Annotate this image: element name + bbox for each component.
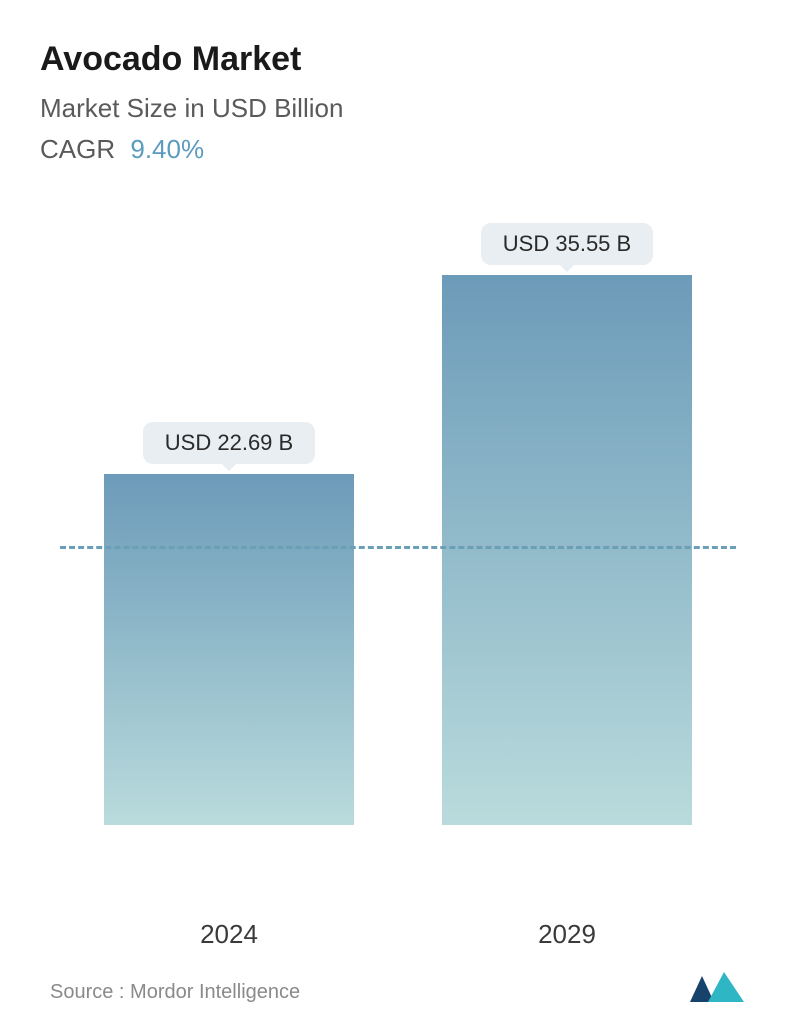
reference-line [60,546,736,549]
bar [442,275,692,825]
chart-title: Avocado Market [40,40,756,79]
x-axis-label: 2024 [89,919,369,950]
x-axis-label: 2029 [427,919,707,950]
chart-subtitle: Market Size in USD Billion [40,93,756,124]
cagr-value: 9.40% [130,134,204,164]
x-axis-labels: 2024 2029 [60,919,736,950]
cagr-row: CAGR 9.40% [40,134,756,165]
cagr-label: CAGR [40,134,115,164]
mordor-logo-icon [688,970,746,1004]
bar-column: USD 22.69 B [89,422,369,825]
bar-value-label: USD 22.69 B [143,422,315,464]
bars-container: USD 22.69 B USD 35.55 B [60,205,736,825]
bar [104,474,354,825]
bar-column: USD 35.55 B [427,223,707,825]
source-attribution: Source : Mordor Intelligence [50,981,300,1004]
chart-area: USD 22.69 B USD 35.55 B 2024 2029 [60,205,736,960]
bar-value-label: USD 35.55 B [481,223,653,265]
